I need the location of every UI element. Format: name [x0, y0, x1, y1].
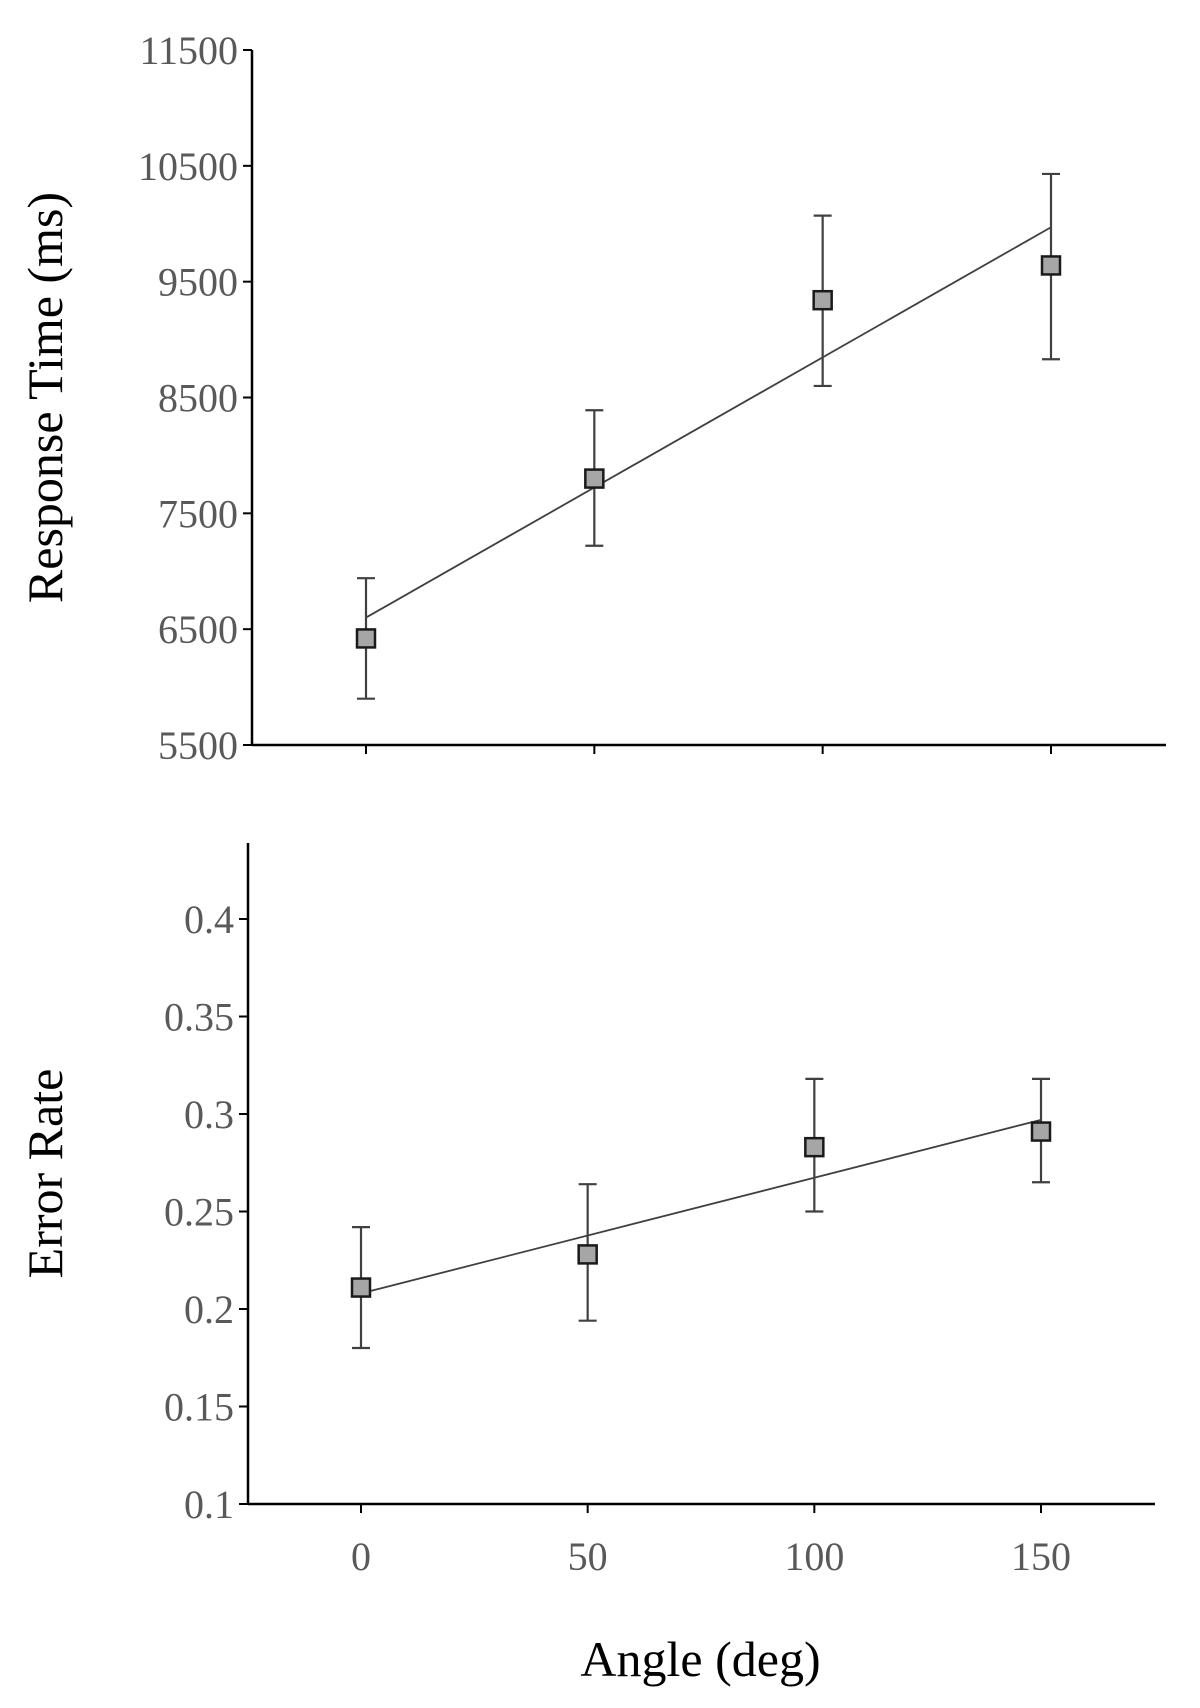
y-tick-label: 11500	[139, 28, 238, 73]
y-tick-label: 0.35	[164, 995, 234, 1040]
data-point-marker	[1040, 255, 1062, 276]
x-tick-label: 0	[351, 1534, 371, 1579]
data-point-marker	[350, 1277, 372, 1298]
y-axis-title: Response Time (ms)	[17, 192, 73, 603]
y-tick-label: 10500	[138, 144, 238, 189]
data-point-marker	[577, 1244, 598, 1265]
y-tick-label: 6500	[158, 607, 238, 652]
y-tick-label: 8500	[158, 376, 238, 421]
trend-line	[365, 226, 1052, 619]
error-rate-panel: 0.1 0.15 0.2 0.25 0.3 0.35 0.4 0 50 100 150 Error R…	[17, 843, 1155, 1687]
data-point-marker	[1030, 1121, 1052, 1142]
y-tick-label: 0.1	[184, 1482, 234, 1527]
x-tick-label: 100	[784, 1534, 844, 1579]
data-point-marker	[812, 289, 833, 311]
data-point-marker	[355, 628, 377, 649]
y-tick-label: 0.3	[184, 1092, 234, 1137]
x-tick-label: 150	[1011, 1534, 1071, 1579]
data-point-marker	[804, 1136, 825, 1158]
x-tick-label: 50	[568, 1534, 608, 1579]
y-tick-label: 0.25	[164, 1190, 234, 1235]
y-axis-title: Error Rate	[17, 1069, 73, 1279]
y-tick-label: 5500	[158, 723, 238, 768]
y-tick-label: 7500	[158, 491, 238, 536]
y-tick-label: 0.15	[164, 1385, 234, 1430]
data-point-marker	[584, 468, 605, 489]
y-tick-label: 9500	[158, 260, 238, 305]
y-tick-label: 0.2	[184, 1287, 234, 1332]
trend-line	[360, 1118, 1042, 1295]
y-tick-label: 0.4	[184, 897, 234, 942]
x-axis-title: Angle (deg)	[580, 1631, 820, 1687]
response-time-panel: 5500 6500 7500 8500 9500 10500 11500 Response T…	[17, 28, 1166, 768]
